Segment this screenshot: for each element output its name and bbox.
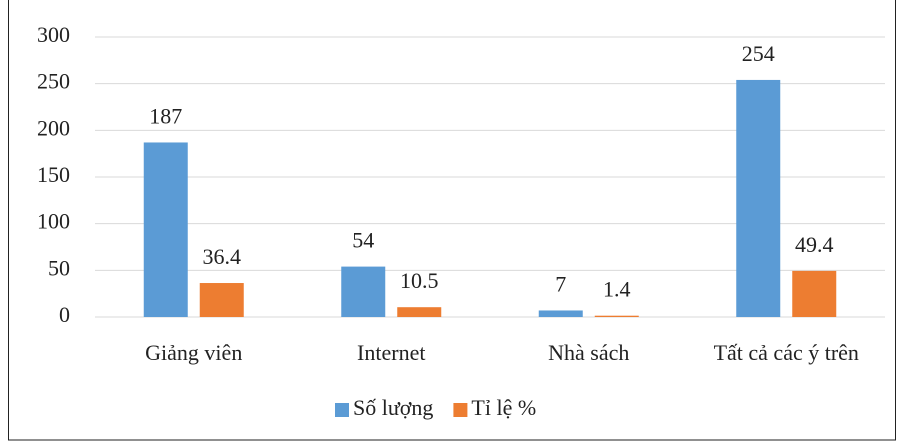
x-tick-label: Nhà sách [548, 340, 629, 365]
data-label: 254 [742, 41, 775, 66]
x-tick-label: Tất cả các ý trên [714, 340, 859, 365]
bar [199, 283, 244, 317]
legend-swatch [335, 403, 349, 417]
y-tick-label: 100 [37, 209, 70, 234]
y-tick-label: 300 [37, 22, 70, 47]
data-label: 49.4 [795, 232, 834, 257]
bar [397, 307, 442, 317]
data-label: 1.4 [603, 277, 631, 302]
y-tick-label: 250 [37, 69, 70, 94]
x-tick-label: Internet [357, 340, 425, 365]
y-tick-label: 200 [37, 115, 70, 140]
bar [594, 315, 639, 317]
legend-label: Số lượng [353, 395, 433, 420]
bar [792, 270, 837, 317]
bar [736, 79, 781, 317]
legend-label: Tỉ lệ % [471, 395, 536, 420]
y-tick-label: 0 [59, 302, 70, 327]
bar [143, 142, 188, 317]
data-label: 54 [352, 228, 374, 253]
data-label: 187 [149, 104, 182, 129]
bar [341, 266, 386, 317]
legend-swatch [453, 403, 468, 417]
bar [538, 310, 583, 317]
data-label: 7 [555, 272, 566, 297]
y-tick-label: 50 [48, 255, 70, 280]
data-label: 10.5 [400, 268, 439, 293]
x-tick-label: Giảng viên [145, 340, 242, 365]
data-label: 36.4 [203, 244, 242, 269]
y-tick-label: 150 [37, 162, 70, 187]
